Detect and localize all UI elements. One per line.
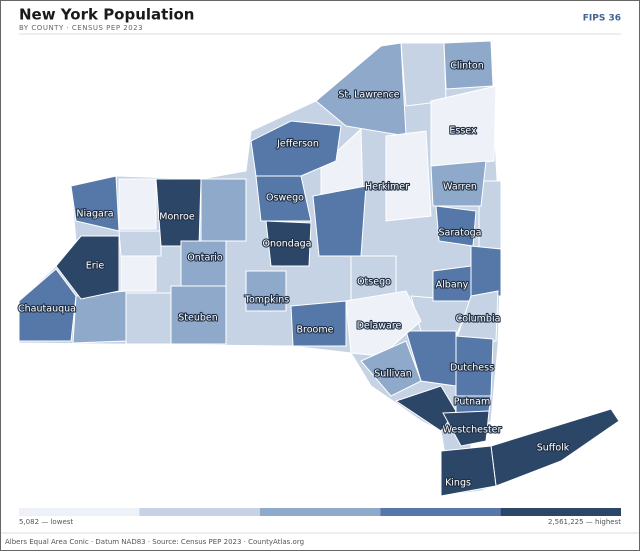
county (443, 40, 494, 90)
county-shape (118, 230, 162, 257)
footer: Albers Equal Area Conic · Datum NAD83 · … (5, 538, 304, 546)
county (442, 410, 490, 447)
county-label: Niagara (76, 209, 113, 220)
county (70, 175, 120, 232)
county-label: Jefferson (276, 139, 319, 150)
county-label: Putnam (454, 397, 490, 408)
county-shape (118, 178, 157, 230)
county-label: Broome (297, 325, 334, 336)
legend-high: 2,561,225 — highest (548, 518, 621, 526)
county-label: Essex (449, 126, 477, 137)
counties (18, 40, 620, 497)
county-label: Warren (443, 182, 477, 193)
title: New York Population (19, 6, 194, 24)
labels: Clinton St. Lawrence Essex Jefferson Her… (17, 59, 571, 489)
county (385, 130, 432, 222)
county-shape (312, 185, 367, 257)
county-label: Clinton (450, 61, 484, 72)
county (360, 340, 422, 397)
county (315, 42, 407, 137)
legend-low: 5,082 — lowest (19, 518, 73, 526)
legend (19, 508, 621, 516)
county-label: Dutchess (450, 363, 494, 374)
badge: FIPS 36 (583, 14, 621, 24)
subtitle: BY COUNTY · CENSUS PEP 2023 (19, 24, 143, 32)
county (290, 300, 347, 347)
county (265, 220, 312, 267)
county-shape (400, 42, 447, 107)
county (455, 290, 499, 342)
legend-swatch (380, 508, 501, 516)
county-label: Suffolk (537, 443, 570, 454)
county-label: Onondaga (262, 239, 311, 250)
county-label: Herkimer (365, 182, 409, 193)
county-label: Oswego (266, 193, 304, 204)
county-label: Tompkins (244, 295, 289, 306)
county-label: Sullivan (374, 369, 411, 380)
county-label: Erie (86, 261, 105, 272)
county-label: Chautauqua (18, 304, 76, 315)
legend-swatch (500, 508, 621, 516)
county (18, 268, 77, 342)
county-label: Columbia (456, 314, 501, 325)
county (180, 240, 227, 287)
county-label: Otsego (357, 277, 391, 288)
county (435, 205, 477, 247)
county-label: Albany (436, 280, 469, 291)
county (170, 285, 227, 345)
county-label: Kings (445, 478, 471, 489)
county (430, 85, 497, 167)
legend-swatch (259, 508, 381, 516)
county (440, 445, 497, 497)
county-label: Monroe (159, 212, 195, 223)
county-label: Ontario (187, 253, 223, 264)
county (255, 175, 312, 222)
county-shape (125, 292, 172, 345)
legend-swatch (139, 508, 260, 516)
county-label: Westchester (443, 425, 502, 436)
legend-swatch (19, 508, 140, 516)
county-label: Saratoga (439, 228, 482, 239)
county (245, 270, 287, 312)
county-shape (120, 255, 157, 292)
county (55, 235, 120, 300)
county-label: Delaware (357, 321, 402, 332)
county-label: Steuben (178, 313, 218, 324)
county (430, 160, 487, 207)
county (345, 290, 422, 357)
county-shape (200, 178, 247, 242)
county-shape (470, 245, 502, 297)
county-label: St. Lawrence (338, 90, 399, 101)
